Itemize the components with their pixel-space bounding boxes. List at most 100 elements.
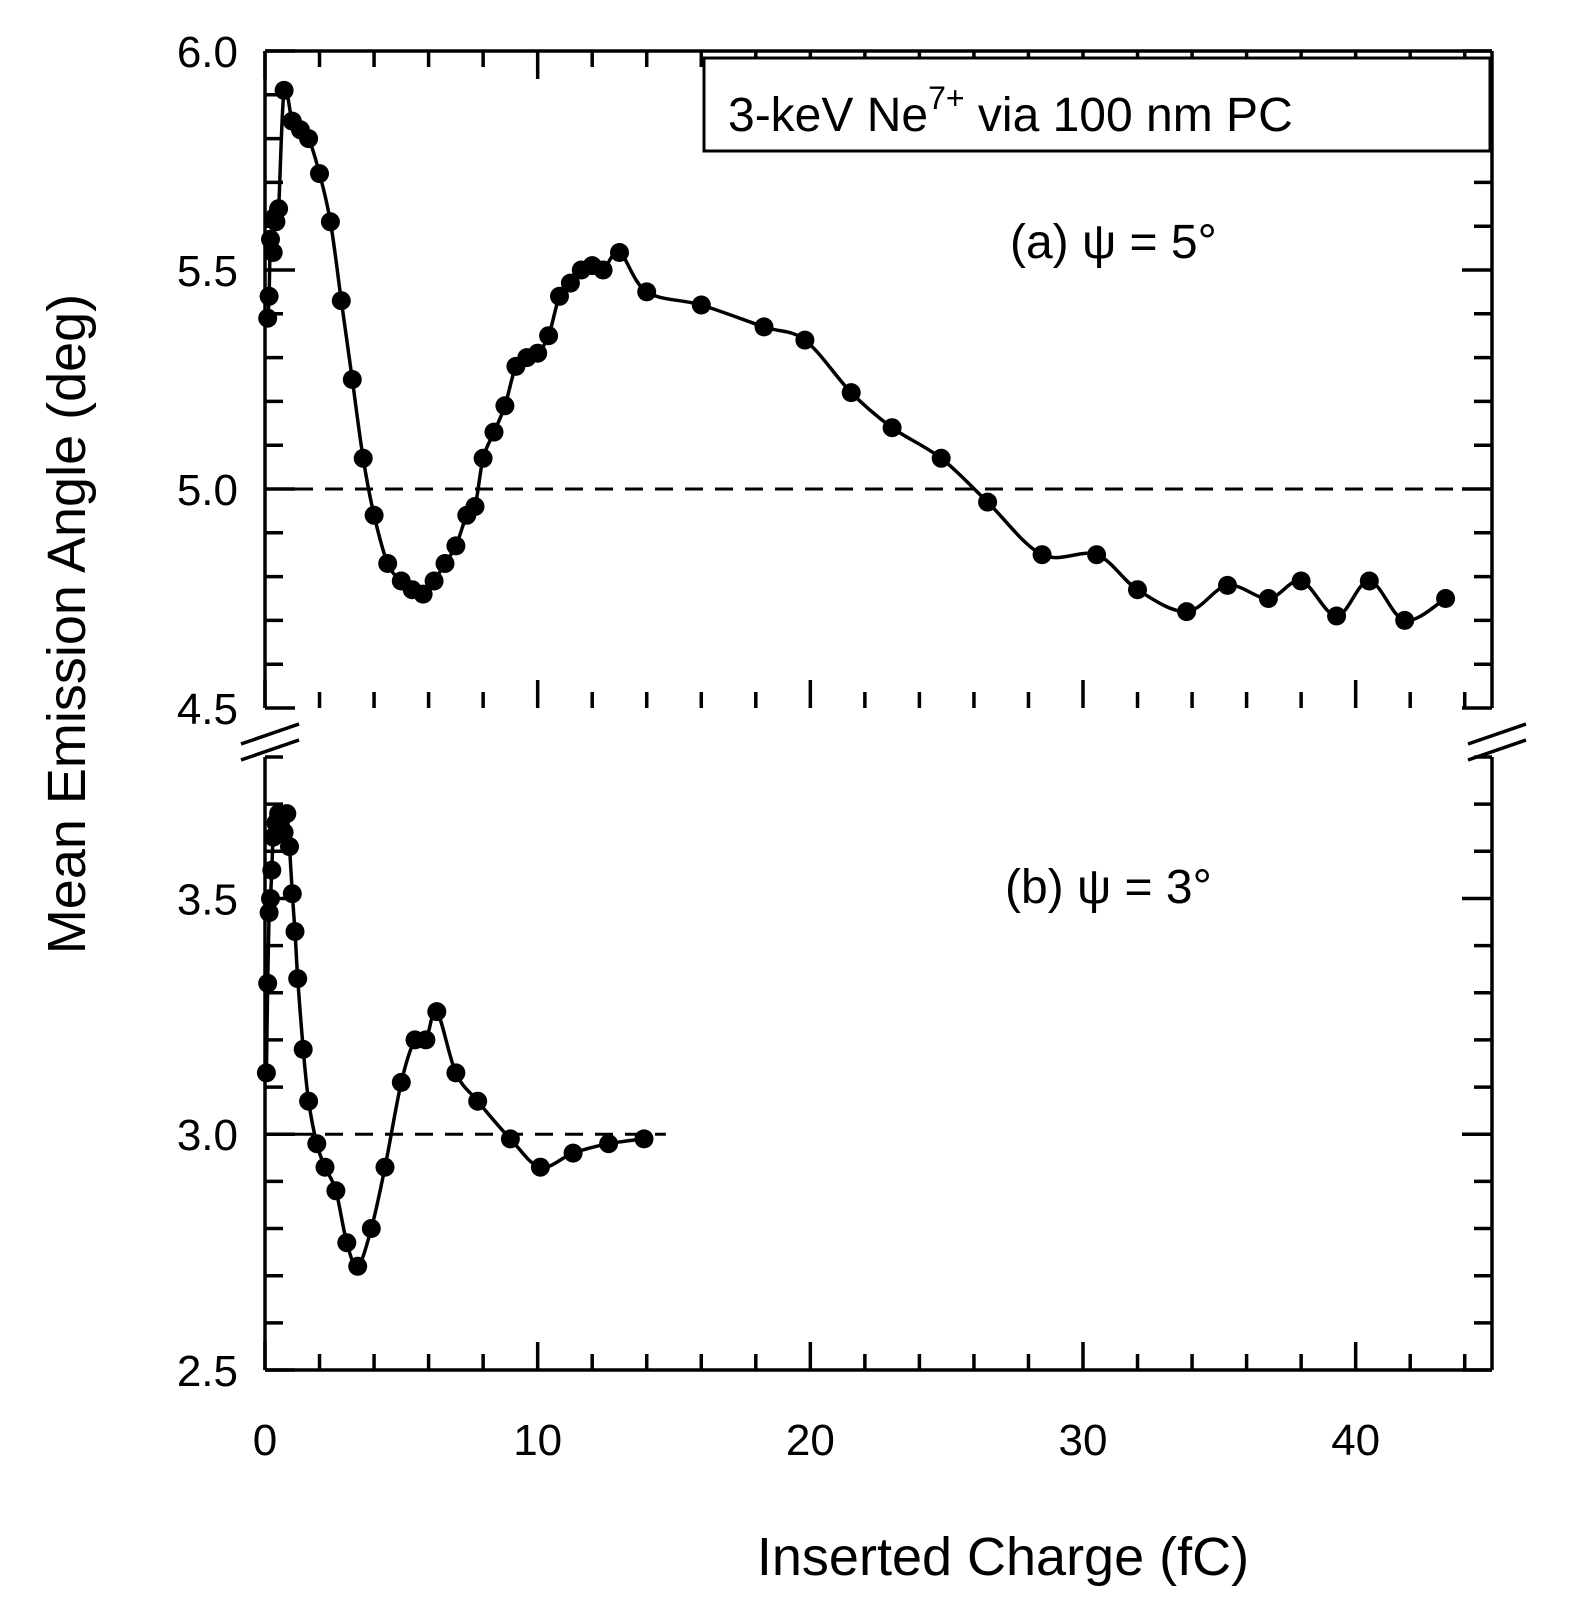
data-point-panel-0 [310, 164, 329, 184]
data-point-panel-0 [364, 505, 384, 525]
data-point-panel-0 [446, 536, 466, 556]
data-point-panel-1 [258, 973, 278, 993]
axis-break-mark-1-a [1467, 722, 1527, 746]
data-point-panel-0 [1436, 589, 1456, 608]
data-point-panel-0 [1359, 571, 1379, 591]
data-point-panel-0 [473, 448, 493, 468]
axis-break-mark-0-a [240, 722, 300, 746]
data-point-panel-0 [465, 497, 485, 516]
legend-box: 3-keV Ne7+ via 100 nm PC [702, 56, 1492, 153]
axis-break-mark-1-b [1467, 738, 1527, 762]
data-point-panel-1 [326, 1181, 346, 1201]
data-point-panel-0 [882, 418, 902, 438]
data-point-panel-0 [331, 291, 351, 311]
data-point-panel-0 [1291, 571, 1311, 591]
data-point-panel-1 [361, 1219, 381, 1238]
data-point-panel-0 [258, 308, 278, 328]
data-point-panel-0 [1218, 575, 1237, 595]
data-point-panel-1 [375, 1157, 395, 1177]
data-point-panel-1 [337, 1233, 357, 1253]
data-point-panel-0 [528, 343, 548, 363]
legend-superscript: 7+ [928, 80, 964, 116]
data-point-panel-1 [261, 889, 280, 908]
x-tick-label: 0 [253, 1416, 277, 1465]
legend-text: 3-keV Ne7+ via 100 nm PC [728, 80, 1293, 142]
data-point-panel-0 [259, 286, 279, 306]
legend-main: 3-keV Ne [728, 89, 928, 142]
data-point-panel-0 [539, 326, 559, 346]
data-point-panel-1 [299, 1091, 319, 1111]
axis-break-mark-0-b [240, 738, 300, 762]
x-tick-label: 20 [786, 1416, 835, 1465]
y-axis-title: Mean Emission Angle (deg) [37, 294, 97, 954]
axis-ticks [263, 49, 1492, 1372]
legend-frame [702, 56, 1492, 153]
data-point-panel-0 [342, 370, 362, 389]
data-point-panel-0 [1032, 545, 1052, 565]
data-point-panel-0 [320, 212, 340, 232]
data-point-panel-0 [495, 396, 515, 416]
data-point-panel-1 [277, 804, 297, 824]
fit-curve-panel-1 [264, 811, 645, 1269]
data-point-panel-1 [256, 1063, 276, 1083]
data-point-panel-0 [484, 422, 504, 442]
data-point-panel-1 [634, 1129, 654, 1149]
y-tick-label-panel-1: 2.5 [177, 1347, 238, 1396]
data-point-panel-1 [563, 1143, 583, 1163]
data-point-panel-1 [280, 837, 299, 857]
panel-a-label: (a) ψ = 5° [1010, 216, 1217, 269]
data-point-panel-0 [263, 243, 283, 262]
data-point-panel-0 [610, 243, 629, 262]
data-points [256, 80, 1456, 1276]
data-point-panel-1 [416, 1030, 436, 1050]
data-point-panel-0 [274, 80, 294, 100]
data-point-panel-0 [424, 571, 444, 591]
panel-b-label: (b) ψ = 3° [1005, 861, 1212, 914]
data-point-panel-0 [353, 448, 373, 468]
data-point-panel-1 [282, 884, 302, 904]
data-point-panel-0 [1177, 602, 1197, 622]
x-tick-label: 40 [1331, 1416, 1380, 1465]
data-point-panel-0 [754, 317, 774, 337]
data-point-panel-0 [841, 383, 861, 403]
x-axis-title: Inserted Charge (fC) [757, 1527, 1249, 1587]
data-point-panel-1 [427, 1002, 447, 1022]
axes-frame [263, 49, 1494, 1372]
data-point-panel-0 [269, 199, 289, 219]
y-tick-label-panel-0: 4.5 [177, 685, 238, 734]
data-point-panel-1 [259, 903, 279, 923]
data-point-panel-1 [293, 1039, 313, 1059]
data-point-panel-1 [500, 1129, 520, 1149]
data-point-panel-0 [560, 273, 580, 293]
data-point-panel-1 [530, 1157, 550, 1177]
data-point-panel-0 [593, 260, 613, 280]
data-point-panel-0 [795, 330, 815, 350]
data-point-panel-1 [391, 1072, 411, 1092]
data-point-panel-1 [315, 1157, 335, 1177]
fit-curves [264, 85, 1447, 1269]
data-point-panel-1 [262, 860, 282, 880]
data-point-panel-0 [1395, 610, 1415, 630]
data-point-panel-0 [550, 286, 569, 306]
data-point-panel-0 [435, 554, 455, 573]
data-point-panel-0 [413, 584, 433, 604]
legend-suffix: via 100 nm PC [965, 89, 1293, 142]
data-point-panel-0 [378, 554, 398, 573]
y-tick-label-panel-1: 3.5 [177, 875, 238, 924]
data-point-panel-0 [1258, 589, 1278, 608]
data-point-panel-1 [285, 922, 305, 941]
y-tick-label-panel-0: 6.0 [177, 28, 238, 77]
data-point-panel-0 [1128, 580, 1147, 600]
data-point-panel-1 [468, 1091, 488, 1111]
data-point-panel-0 [931, 448, 951, 468]
data-point-panel-0 [1087, 545, 1107, 565]
reference-lines [265, 487, 1492, 1136]
data-point-panel-0 [1327, 606, 1347, 626]
x-tick-label: 30 [1059, 1416, 1108, 1465]
tick-labels: 0 10 20 30 40 4.5 5.0 5.5 6.0 2.5 3.0 3.5 [177, 28, 1380, 1465]
y-tick-label-panel-1: 3.0 [177, 1111, 238, 1160]
y-tick-label-panel-0: 5.0 [177, 466, 238, 515]
axis-break-marks [240, 722, 1527, 762]
data-point-panel-1 [307, 1134, 327, 1154]
